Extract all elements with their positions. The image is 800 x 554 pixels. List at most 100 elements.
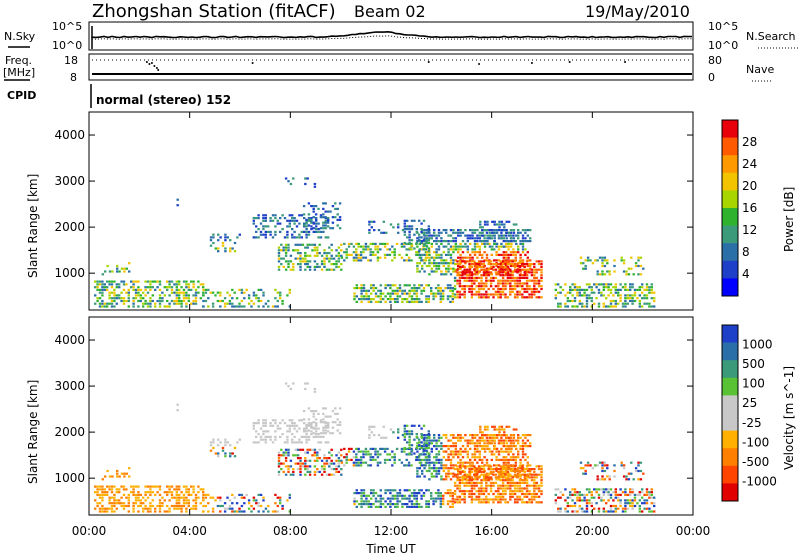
- power-cell: [449, 245, 453, 248]
- power-cell: [413, 247, 416, 250]
- power-cell: [624, 297, 627, 300]
- velocity-cell: [276, 504, 279, 508]
- power-cell: [524, 253, 527, 256]
- velocity-cell: [513, 481, 517, 484]
- velocity-cell: [173, 488, 176, 491]
- velocity-cell: [175, 488, 178, 491]
- velocity-cell: [602, 488, 605, 491]
- velocity-cell: [373, 434, 376, 437]
- power-cell: [440, 270, 443, 273]
- power-cell: [457, 245, 460, 248]
- velocity-cell: [262, 424, 265, 427]
- velocity-cell: [490, 442, 493, 445]
- power-cell: [325, 252, 329, 255]
- power-cell: [464, 234, 467, 237]
- nave-dot: [427, 61, 430, 63]
- power-cell: [360, 287, 363, 290]
- velocity-cell: [427, 430, 430, 433]
- velocity-cell: [613, 475, 616, 478]
- velocity-cell: [101, 510, 104, 513]
- velocity-cell: [440, 464, 443, 467]
- velocity-cell: [609, 504, 613, 508]
- velocity-cell: [294, 462, 297, 465]
- velocity-cell: [521, 456, 525, 459]
- velocity-cell: [279, 422, 282, 425]
- power-cell: [465, 271, 469, 274]
- power-cell: [252, 217, 255, 220]
- power-cell: [525, 274, 529, 277]
- velocity-cell: [284, 457, 288, 460]
- power-cell: [326, 210, 330, 213]
- velocity-cell: [516, 473, 519, 476]
- power-cell: [149, 286, 152, 289]
- velocity-cell: [324, 415, 327, 418]
- velocity-cell: [451, 503, 454, 506]
- velocity-cell: [513, 470, 517, 473]
- velocity-cell: [571, 499, 574, 502]
- power-cell: [491, 231, 494, 234]
- velocity-cell: [495, 450, 498, 453]
- power-cell: [490, 267, 493, 270]
- velocity-cell: [583, 499, 586, 502]
- power-cell: [477, 265, 481, 268]
- power-cell: [94, 280, 97, 283]
- power-cell: [101, 273, 104, 276]
- power-cell: [325, 268, 329, 271]
- power-cell: [516, 296, 519, 299]
- y-tick-label: 3000: [54, 174, 85, 188]
- velocity-cell: [617, 507, 620, 510]
- velocity-cell: [494, 476, 498, 479]
- velocity-cell: [435, 442, 438, 445]
- velocity-cell: [440, 478, 443, 481]
- power-cell: [434, 287, 438, 290]
- velocity-cell: [557, 507, 560, 510]
- velocity-cell: [645, 507, 649, 510]
- velocity-cell: [428, 461, 431, 464]
- velocity-cell: [388, 453, 392, 456]
- power-cell: [504, 263, 507, 266]
- velocity-cell: [465, 490, 469, 493]
- velocity-cell: [518, 498, 522, 501]
- velocity-cell: [422, 444, 426, 447]
- velocity-cell: [352, 456, 356, 459]
- power-cell: [606, 259, 609, 262]
- power-cell: [388, 253, 392, 256]
- velocity-cell: [603, 469, 607, 473]
- velocity-cell: [337, 459, 341, 462]
- velocity-cell: [300, 441, 303, 444]
- power-cell: [403, 233, 406, 236]
- velocity-cell: [132, 485, 135, 488]
- velocity-cell: [302, 418, 306, 421]
- power-cell: [355, 248, 358, 251]
- velocity-cell: [452, 467, 455, 470]
- power-cell: [330, 268, 333, 271]
- velocity-cell: [421, 458, 424, 461]
- velocity-cell: [392, 431, 395, 434]
- velocity-cell: [537, 484, 541, 487]
- power-cell: [482, 271, 486, 274]
- power-cell: [279, 222, 282, 225]
- velocity-cell: [96, 491, 99, 494]
- velocity-cell: [410, 492, 414, 495]
- velocity-cell: [500, 428, 504, 431]
- power-cell: [447, 270, 450, 273]
- power-cell: [483, 220, 487, 223]
- power-cell: [357, 256, 360, 259]
- velocity-cell: [319, 419, 323, 422]
- velocity-cell: [185, 499, 188, 502]
- velocity-cell: [175, 499, 178, 502]
- power-cell: [98, 305, 102, 308]
- velocity-cell: [425, 503, 428, 506]
- velocity-cell: [497, 472, 501, 475]
- power-cell: [440, 256, 443, 259]
- velocity-cell: [614, 504, 617, 508]
- velocity-cell: [480, 481, 483, 484]
- power-cell: [134, 291, 138, 294]
- velocity-cell: [506, 476, 510, 479]
- velocity-cell: [257, 433, 260, 436]
- velocity-cell: [603, 461, 607, 464]
- power-cell: [471, 234, 474, 237]
- velocity-cell: [312, 421, 315, 424]
- power-cell: [338, 202, 342, 205]
- velocity-cell: [519, 436, 522, 439]
